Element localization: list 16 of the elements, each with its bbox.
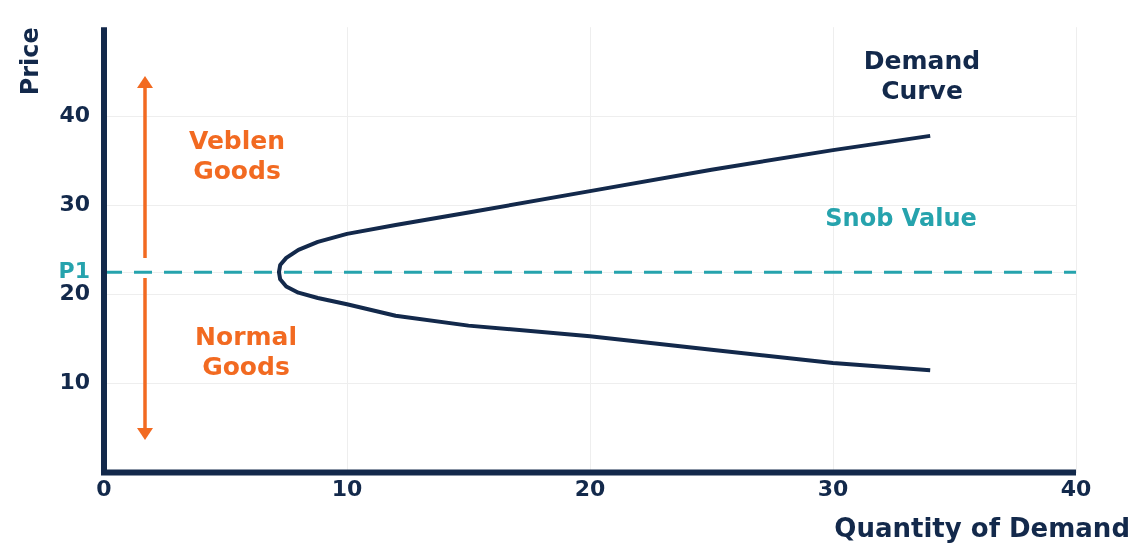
y-tick-label: 10 [59,369,90,395]
y-tick-label: 40 [59,102,90,127]
y-tick-label: 20 [59,280,90,306]
y-tick-label: P1 [58,257,90,283]
annotation: Demand Curve [863,45,981,105]
x-axis-title: Quantity of Demand [834,512,1130,543]
ref-line-label: Snob Value [825,204,977,233]
annotation: Normal Goods [195,321,297,381]
x-tick-label: 30 [817,475,849,501]
y-axis-title: Price [16,27,45,96]
x-tick-label: 20 [574,475,606,501]
x-tick-label: 40 [1060,475,1092,501]
x-tick-label: 10 [331,475,363,501]
y-tick-label: 30 [59,191,90,217]
x-tick-label: 0 [96,475,112,501]
annotation: Veblen Goods [188,125,286,185]
